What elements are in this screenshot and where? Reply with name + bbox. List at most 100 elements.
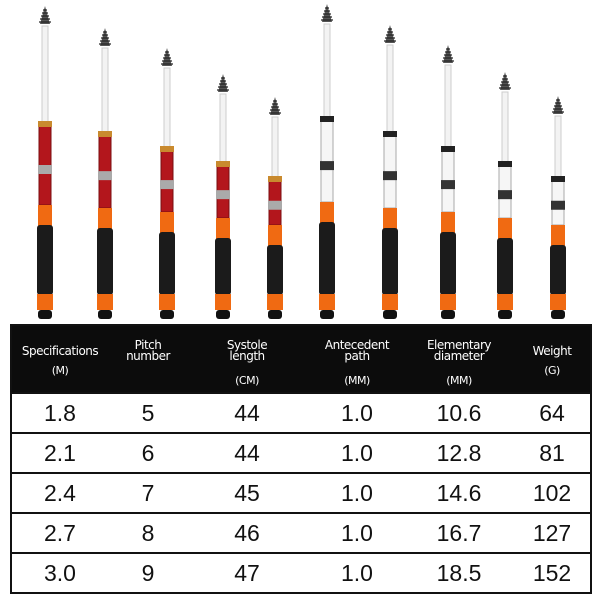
header-cell: Weight (G) [510,326,594,394]
rod-end [216,310,230,319]
table-cell: 14.6 [436,480,482,506]
reel-seat [498,190,512,200]
rod-grip [97,228,113,295]
header-line: Pitch [134,338,162,352]
rod-collar [320,202,334,224]
reel-seat [320,161,334,171]
rod-ring [268,176,282,182]
table-cell: 47 [234,560,260,586]
rod-grip [550,245,566,295]
header-title: Antecedent path [306,326,408,362]
rod-grip [319,222,335,295]
rod-grip [267,245,283,295]
rod-section [320,119,334,203]
table-header: Specifications (M) Pitch number Systole lengt… [12,326,590,394]
table-row: 1.8 5 44 1.0 10.6 64 [12,392,590,432]
rod [382,25,398,319]
rod-collar [98,208,112,230]
rod-end [383,310,397,319]
header-unit: (CM) [235,374,259,387]
rod-tip [270,97,280,115]
rod-tip [385,25,395,43]
header-line: diameter [433,349,485,363]
rod-grip [37,225,53,295]
header-title: Systole length [188,326,306,362]
table-cell: 81 [539,440,565,466]
rod-ring [160,146,174,152]
reel-seat [38,165,52,174]
header-cell: Antecedent path (MM) [306,326,408,394]
table-cell: 12.8 [436,440,482,466]
table-cell: 2.1 [44,440,76,466]
rod-collar [383,208,397,230]
table-cell: 9 [141,560,155,586]
rod-end [98,310,112,319]
reel-seat [98,171,112,181]
rod-ring [216,161,230,167]
rod-ring [38,121,52,127]
header-line: Antecedent [324,338,390,352]
rod-blank [219,93,227,166]
rod-cap [37,294,53,310]
rod-grip [382,228,398,295]
rod [37,6,53,319]
rod [215,74,231,319]
rod-end [551,310,565,319]
header-line: number [126,349,170,363]
rod-ring [383,131,397,137]
rod-tip [40,6,50,24]
rod [97,28,113,319]
table-cell: 2.4 [44,480,76,506]
header-cell: Pitch number [108,326,188,394]
rod-collar [38,205,52,227]
rod-cap [440,294,456,310]
table-cell: 1.0 [341,520,373,546]
table-cell: 8 [141,520,155,546]
rod-tip [443,45,453,63]
header-title: Pitch number [108,326,188,362]
rod-cap [550,294,566,310]
table-cell: 6 [141,440,155,466]
table-cell: 1.0 [341,480,373,506]
rod-cap [382,294,398,310]
header-unit: (MM) [446,374,472,387]
rod-cap [159,294,175,310]
rod-ring [98,131,112,137]
rod-blank [323,23,331,121]
rod [550,96,566,319]
header-title: Weight [510,326,594,357]
table-cell: 64 [539,400,565,426]
rod-collar [268,225,282,247]
table-cell: 46 [234,520,260,546]
rod-blank [271,116,279,181]
header-line: Systole [226,338,268,352]
header-unit: (M) [51,364,69,377]
rod-blank [386,44,394,136]
table-cell: 7 [141,480,155,506]
rod-ring [320,116,334,122]
rod-end [441,310,455,319]
reel-seat [216,190,230,200]
rod-cap [319,294,335,310]
rod-blank [554,115,562,181]
table-cell: 1.8 [44,400,76,426]
rod-tip [322,4,332,22]
rod-grip [497,238,513,295]
table-cell: 10.6 [436,400,482,426]
rod-cap [215,294,231,310]
table-cell: 1.0 [341,560,373,586]
table-cell: 2.7 [44,520,76,546]
rod-blank [41,25,49,126]
rod-ring [498,161,512,167]
rod [319,4,335,319]
rod-grip [215,238,231,295]
table-row: 2.4 7 45 1.0 14.6 102 [12,472,590,512]
table-cell: 44 [234,440,260,466]
rod-ring [441,146,455,152]
rod-collar [160,212,174,234]
table-cell: 1.0 [341,440,373,466]
rod-tip [553,96,563,114]
reel-seat [551,200,565,210]
header-unit: (MM) [344,374,370,387]
header-cell: Specifications (M) [12,326,108,394]
